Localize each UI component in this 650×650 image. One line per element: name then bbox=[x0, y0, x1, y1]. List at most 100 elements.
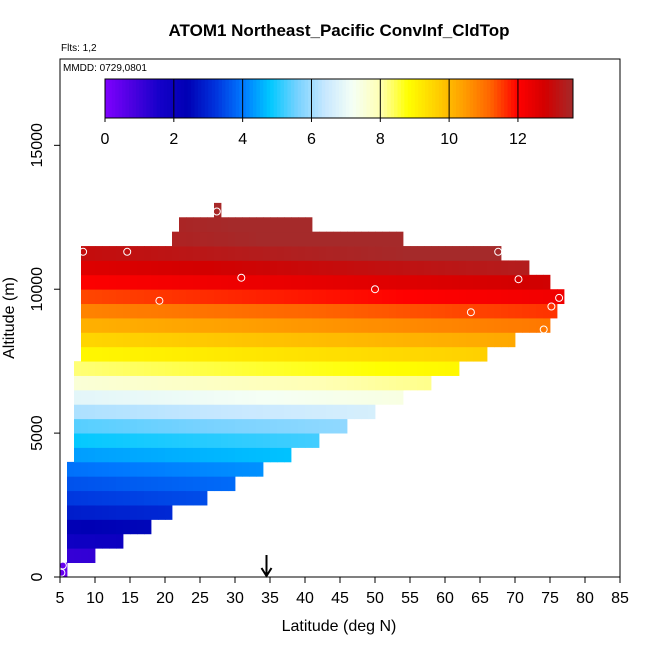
heatmap-cell bbox=[158, 274, 166, 290]
heatmap-cell bbox=[109, 389, 117, 405]
heatmap-cell bbox=[102, 418, 110, 434]
colorbar-segment bbox=[394, 79, 398, 118]
heatmap-cell bbox=[88, 461, 96, 477]
heatmap-cell bbox=[81, 361, 89, 376]
heatmap-cell bbox=[403, 274, 411, 290]
heatmap-cell bbox=[123, 447, 131, 463]
heatmap-cell bbox=[81, 332, 89, 348]
heatmap-cell bbox=[235, 389, 243, 405]
colorbar-segment bbox=[135, 79, 140, 118]
colorbar-segment bbox=[115, 79, 120, 118]
colorbar-segment bbox=[208, 79, 213, 118]
colorbar-segment bbox=[197, 79, 202, 118]
heatmap-cell bbox=[270, 447, 278, 463]
heatmap-cell bbox=[116, 389, 124, 405]
heatmap-cell bbox=[200, 490, 208, 506]
heatmap-cell bbox=[165, 404, 173, 420]
heatmap-cell bbox=[137, 260, 145, 276]
heatmap-cell bbox=[172, 332, 180, 348]
heatmap-cell bbox=[116, 505, 124, 520]
heatmap-cell bbox=[382, 375, 390, 391]
heatmap-cell bbox=[214, 246, 222, 261]
heatmap-cell bbox=[165, 389, 173, 405]
heatmap-cell bbox=[319, 260, 327, 276]
heatmap-cell bbox=[158, 447, 166, 463]
heatmap-cell bbox=[361, 361, 369, 376]
heatmap-cell bbox=[256, 447, 264, 463]
heatmap-cell bbox=[102, 505, 110, 520]
heatmap-cell bbox=[130, 490, 138, 506]
colorbar-segment bbox=[304, 79, 309, 118]
heatmap-cell bbox=[228, 346, 236, 362]
heatmap-cell bbox=[424, 246, 432, 261]
y-tick-label: 5000 bbox=[29, 415, 46, 451]
heatmap-cell bbox=[438, 303, 446, 319]
heatmap-cell bbox=[368, 318, 376, 333]
heatmap-cell bbox=[102, 533, 110, 549]
heatmap-cell bbox=[207, 476, 215, 492]
heatmap-cell bbox=[165, 433, 173, 448]
heatmap-cell bbox=[116, 490, 124, 506]
colorbar-segment bbox=[242, 79, 247, 118]
arrow-head bbox=[260, 567, 273, 578]
heatmap-cell bbox=[228, 260, 236, 276]
heatmap-cell bbox=[88, 260, 96, 276]
heatmap-cell bbox=[298, 346, 306, 362]
heatmap-cell bbox=[207, 246, 215, 261]
heatmap-cell bbox=[235, 246, 243, 261]
colorbar-segment bbox=[507, 79, 512, 118]
heatmap-cell bbox=[445, 246, 453, 261]
heatmap-cell bbox=[151, 246, 159, 261]
heatmap-cell bbox=[116, 318, 124, 333]
heatmap-cell bbox=[228, 246, 236, 261]
heatmap-cell bbox=[221, 476, 229, 492]
heatmap-cell bbox=[186, 289, 194, 305]
heatmap-cell bbox=[130, 274, 138, 290]
heatmap-cell bbox=[298, 332, 306, 348]
heatmap-cell bbox=[284, 447, 292, 463]
heatmap-cell bbox=[368, 361, 376, 376]
heatmap-cell bbox=[172, 375, 180, 391]
colorbar-segment bbox=[459, 79, 464, 118]
heatmap-cell bbox=[228, 361, 236, 376]
heatmap-cell bbox=[305, 418, 313, 434]
x-tick-label: 80 bbox=[576, 590, 594, 607]
heatmap-cell bbox=[382, 346, 390, 362]
colorbar-segment bbox=[390, 79, 395, 118]
heatmap-cell bbox=[494, 318, 502, 333]
colorbar-segment bbox=[187, 79, 192, 118]
heatmap-cell bbox=[207, 375, 215, 391]
heatmap-cell bbox=[74, 433, 82, 448]
colorbar-segment bbox=[308, 79, 312, 118]
heatmap-cell bbox=[284, 404, 292, 420]
heatmap-cell bbox=[361, 246, 369, 261]
heatmap-cell bbox=[179, 476, 187, 492]
colorbar-segment bbox=[201, 79, 206, 118]
heatmap-cell bbox=[193, 318, 201, 333]
heatmap-cell bbox=[130, 519, 138, 535]
heatmap-cell bbox=[291, 260, 299, 276]
heatmap-cell bbox=[270, 404, 278, 420]
heatmap-cell bbox=[67, 519, 75, 535]
heatmap-cell bbox=[242, 433, 250, 448]
colorbar-segment bbox=[559, 79, 564, 118]
heatmap-cell bbox=[410, 361, 418, 376]
heatmap-cell bbox=[200, 433, 208, 448]
colorbar-segment bbox=[105, 79, 109, 118]
heatmap-cell bbox=[291, 375, 299, 391]
heatmap-cell bbox=[144, 246, 152, 261]
heatmap-cell bbox=[249, 361, 257, 376]
heatmap-cell bbox=[207, 303, 215, 319]
heatmap-cell bbox=[116, 346, 124, 362]
colorbar-segment bbox=[435, 79, 440, 118]
heatmap-cell bbox=[277, 418, 285, 434]
heatmap-cell bbox=[340, 361, 348, 376]
heatmap-cell bbox=[95, 533, 103, 549]
x-tick-label: 45 bbox=[331, 590, 349, 607]
heatmap-cell bbox=[263, 389, 271, 405]
colorbar-segment bbox=[469, 79, 474, 118]
heatmap-cell bbox=[165, 490, 173, 506]
heatmap-cell bbox=[291, 332, 299, 348]
heatmap-cell bbox=[298, 246, 306, 261]
heatmap-cell bbox=[270, 274, 278, 290]
